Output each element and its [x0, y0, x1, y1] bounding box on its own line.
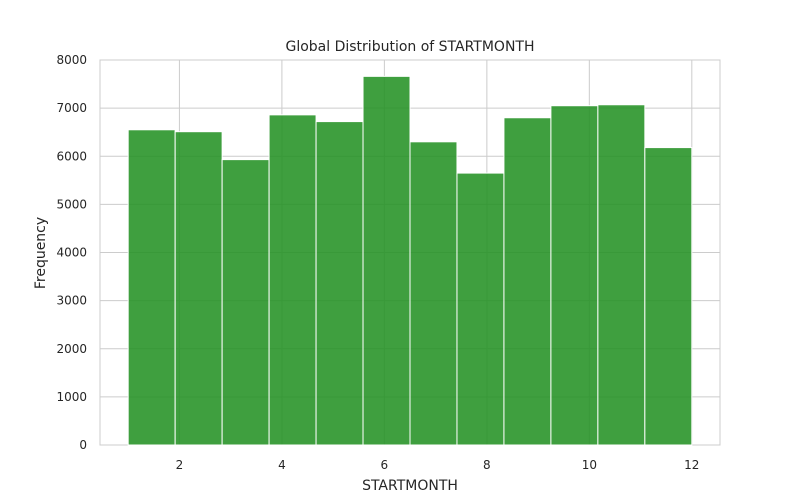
histogram-bar-8	[456, 172, 505, 446]
x-axis-label: STARTMONTH	[362, 478, 458, 494]
histogram-bar-4	[268, 114, 317, 446]
x-tick-label-2: 6	[381, 458, 389, 472]
y-axis-label: Frequency	[33, 217, 49, 289]
histogram-bar-12	[644, 147, 693, 446]
chart-title: Global Distribution of STARTMONTH	[285, 39, 534, 55]
histogram-bar-11	[597, 104, 646, 446]
y-tick-label-7: 7000	[56, 101, 87, 115]
histogram-bar-3	[221, 159, 270, 446]
histogram-bar-5	[315, 121, 364, 446]
x-tick-label-3: 8	[483, 458, 491, 472]
y-tick-label-0: 0	[79, 438, 87, 452]
histogram-bar-6	[362, 75, 411, 446]
y-tick-label-8: 8000	[56, 53, 87, 67]
histogram-bar-10	[550, 105, 599, 446]
x-tick-label-5: 12	[684, 458, 699, 472]
x-tick-label-1: 4	[278, 458, 286, 472]
histogram-bar-2	[174, 131, 223, 446]
y-tick-labels: 0 1000 2000 3000 4000 5000 6000 7000 8000	[56, 53, 87, 452]
bars	[127, 75, 693, 446]
x-tick-label-4: 10	[582, 458, 597, 472]
histogram-bar-7	[409, 141, 458, 446]
y-tick-label-5: 5000	[56, 197, 87, 211]
y-tick-label-2: 2000	[56, 342, 87, 356]
y-tick-label-3: 3000	[56, 294, 87, 308]
y-tick-label-4: 4000	[56, 246, 87, 260]
x-tick-label-0: 2	[176, 458, 184, 472]
x-tick-labels: 2 4 6 8 10 12	[176, 458, 700, 472]
y-tick-label-6: 6000	[56, 149, 87, 163]
histogram-bar-1	[127, 129, 176, 446]
histogram-bar-9	[503, 117, 552, 446]
y-tick-label-1: 1000	[56, 390, 87, 404]
